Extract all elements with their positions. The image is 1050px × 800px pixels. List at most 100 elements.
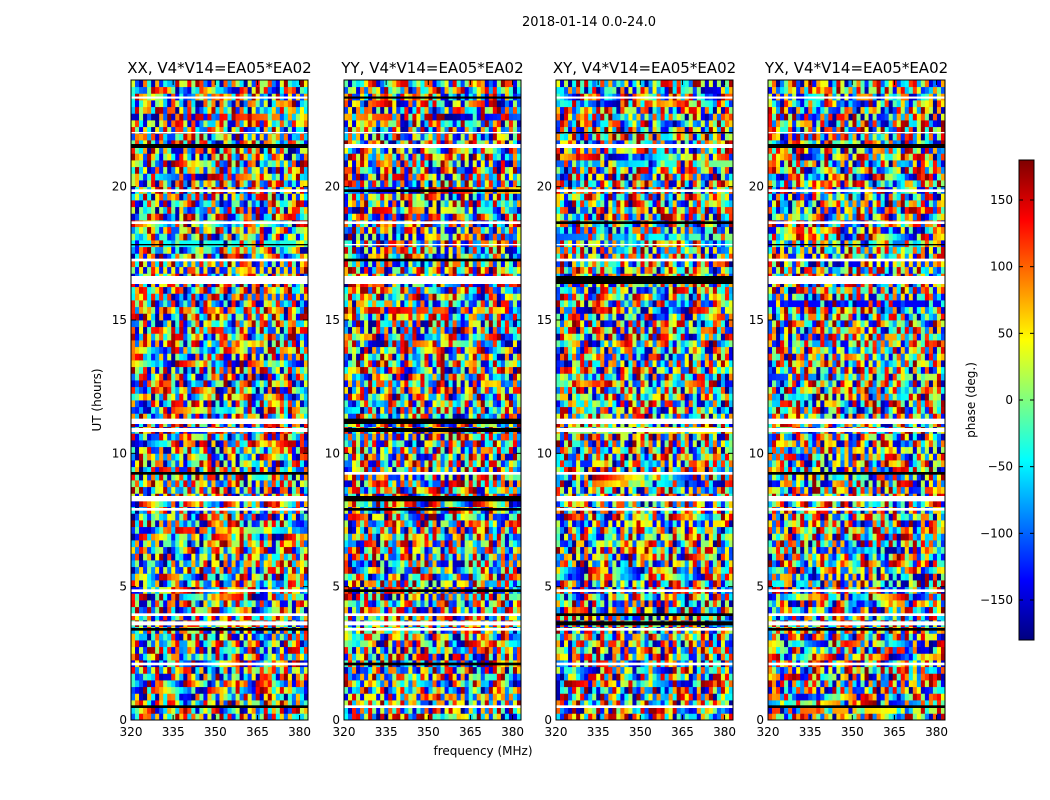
phase-cell	[408, 633, 413, 641]
phase-cell	[147, 393, 152, 401]
phase-cell	[195, 360, 200, 368]
phase-cell	[131, 353, 136, 361]
phase-cell	[183, 80, 188, 88]
phase-cell	[287, 200, 293, 208]
phase-cell	[231, 513, 236, 521]
phase-cell	[215, 400, 220, 408]
phase-cell	[287, 513, 293, 521]
phase-cell	[151, 646, 156, 654]
phase-cell	[279, 460, 285, 468]
phase-cell	[147, 606, 152, 614]
phase-cell	[267, 140, 273, 148]
phase-cell	[227, 293, 232, 301]
phase-cell	[283, 400, 289, 408]
phase-cell	[251, 593, 257, 601]
phase-cell	[203, 313, 208, 321]
phase-cell	[291, 573, 297, 581]
phase-cell	[235, 520, 241, 528]
phase-cell	[283, 653, 289, 661]
phase-cell	[151, 340, 156, 348]
phase-cell	[179, 153, 184, 161]
phase-cell	[139, 120, 144, 128]
phase-cell	[420, 706, 425, 714]
phase-cell	[283, 113, 289, 121]
phase-cell	[283, 366, 289, 374]
phase-cell	[484, 680, 490, 688]
phase-cell	[203, 553, 208, 561]
phase-cell	[143, 446, 148, 454]
flagged-band	[131, 613, 308, 616]
phase-cell	[171, 146, 176, 154]
phase-cell	[223, 113, 228, 121]
phase-cell	[291, 360, 297, 368]
phase-cell	[143, 380, 148, 388]
phase-cell	[299, 440, 305, 448]
phase-cell	[436, 640, 441, 648]
phase-cell	[211, 573, 216, 581]
phase-cell	[195, 246, 200, 254]
phase-cell	[263, 200, 269, 208]
phase-cell	[364, 713, 369, 721]
phase-cell	[396, 706, 401, 714]
phase-cell	[412, 613, 417, 621]
phase-cell	[195, 106, 200, 114]
phase-cell	[195, 293, 200, 301]
phase-cell	[183, 346, 188, 354]
phase-cell	[352, 633, 357, 641]
phase-cell	[171, 313, 176, 321]
phase-cell	[143, 386, 148, 394]
phase-cell	[167, 173, 172, 181]
phase-cell	[376, 680, 381, 688]
phase-cell	[159, 413, 164, 421]
phase-cell	[183, 686, 188, 694]
phase-cell	[223, 533, 228, 541]
phase-cell	[179, 500, 184, 508]
phase-cell	[159, 540, 164, 548]
phase-cell	[251, 120, 257, 128]
phase-cell	[279, 406, 285, 414]
flagged-band	[131, 496, 308, 502]
phase-cell	[151, 686, 156, 694]
phase-cell	[151, 473, 156, 481]
phase-cell	[380, 673, 385, 681]
phase-cell	[147, 113, 152, 121]
phase-cell	[223, 686, 228, 694]
phase-cell	[131, 346, 136, 354]
phase-cell	[460, 700, 466, 708]
phase-cell	[287, 526, 293, 534]
phase-cell	[159, 306, 164, 314]
phase-cell	[135, 386, 140, 394]
phase-cell	[247, 600, 253, 608]
phase-cell	[243, 713, 249, 721]
phase-cell	[516, 653, 522, 661]
phase-cell	[151, 613, 156, 621]
phase-cell	[267, 240, 273, 248]
phase-cell	[259, 393, 265, 401]
phase-cell	[219, 553, 224, 561]
phase-cell	[191, 473, 196, 481]
phase-cell	[179, 546, 184, 554]
phase-cell	[203, 120, 208, 128]
phase-cell	[199, 700, 204, 708]
phase-cell	[255, 693, 261, 701]
phase-cell	[183, 193, 188, 201]
phase-cell	[179, 206, 184, 214]
phase-cell	[291, 340, 297, 348]
phase-cell	[135, 526, 140, 534]
phase-cell	[191, 173, 196, 181]
phase-cell	[303, 393, 309, 401]
phase-cell	[444, 693, 449, 701]
phase-cell	[187, 393, 192, 401]
phase-cell	[500, 673, 506, 681]
phase-cell	[167, 200, 172, 208]
phase-cell	[183, 413, 188, 421]
phase-cell	[348, 653, 353, 661]
phase-cell	[360, 666, 365, 674]
phase-cell	[283, 613, 289, 621]
phase-cell	[135, 253, 140, 261]
phase-cell	[291, 133, 297, 141]
phase-cell	[179, 173, 184, 181]
phase-cell	[219, 180, 224, 188]
phase-cell	[151, 546, 156, 554]
phase-cell	[211, 673, 216, 681]
